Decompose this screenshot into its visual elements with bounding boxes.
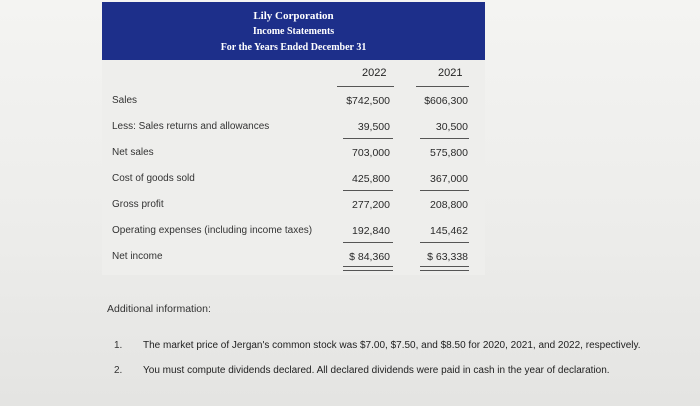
value-2022: $742,500 [346,95,390,107]
subtotal-underline [420,190,469,191]
statement-title: Income Statements [252,26,335,37]
value-2022: 192,840 [352,225,390,237]
subtotal-underline [343,138,393,139]
subtotal-underline [420,242,469,243]
additional-info-title: Additional information: [107,303,211,315]
column-header-underline [337,86,394,87]
value-2022: $ 84,360 [349,251,390,263]
subtotal-underline [420,138,469,139]
subtotal-underline [343,190,393,191]
column-header-2021: 2021 [438,67,463,79]
total-double-underline [343,266,393,271]
column-header-underline [416,86,469,87]
note-number: 2. [114,365,123,376]
value-2021: 30,500 [435,121,468,133]
income-statement-table [102,60,485,275]
value-2021: $606,300 [424,95,468,107]
value-2021: 575,800 [430,147,468,159]
value-2021: 367,000 [430,173,468,185]
total-double-underline [420,266,469,271]
note-text: The market price of Jergan's common stoc… [143,340,641,351]
subtotal-underline [343,242,393,243]
value-2022: 425,800 [352,173,390,185]
note-number: 1. [114,340,123,351]
row-label-sales-returns: Less: Sales returns and allowances [112,121,270,132]
company-name: Lily Corporation [253,10,334,22]
value-2021: 145,462 [430,225,468,237]
row-label-sales: Sales [112,95,138,106]
statement-period: For the Years Ended December 31 [220,42,367,53]
row-label-operating-expenses: Operating expenses (including income tax… [112,225,313,236]
value-2022: 39,500 [357,121,390,133]
value-2022: 703,000 [352,147,390,159]
column-header-2022: 2022 [362,67,387,79]
note-text: You must compute dividends declared. All… [143,365,610,376]
value-2021: $ 63,338 [427,251,468,263]
row-label-net-income: Net income [112,251,163,262]
row-label-cost-of-goods-sold: Cost of goods sold [112,173,195,184]
statement-header: Lily Corporation Income Statements For t… [102,2,485,60]
value-2021: 208,800 [430,199,468,211]
value-2022: 277,200 [352,199,390,211]
row-label-gross-profit: Gross profit [112,199,164,210]
row-label-net-sales: Net sales [112,147,154,158]
